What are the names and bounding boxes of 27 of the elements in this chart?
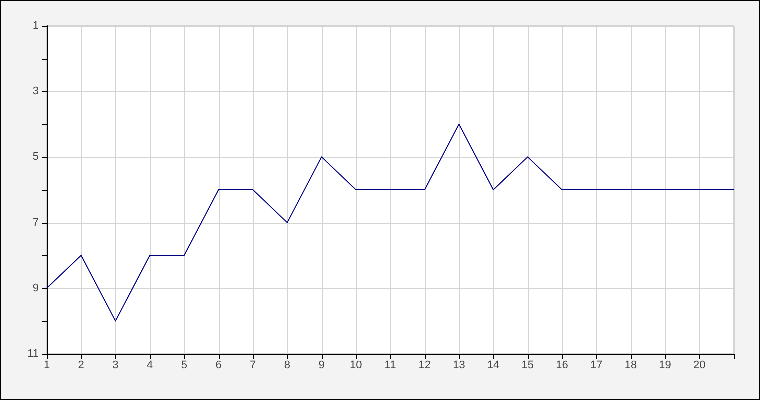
x-tick-label: 13 — [453, 360, 466, 372]
x-tick-label: 5 — [181, 360, 188, 372]
x-tick-label: 1 — [44, 360, 50, 372]
x-tick-label: 14 — [487, 360, 500, 372]
x-tick-label: 15 — [522, 360, 534, 372]
x-tick-label: 2 — [78, 360, 84, 372]
x-tick-label: 9 — [318, 360, 325, 372]
x-tick-label: 12 — [418, 360, 431, 372]
x-tick-label: 4 — [146, 360, 154, 372]
x-tick-label: 3 — [112, 360, 119, 372]
y-tick-label: 3 — [32, 86, 39, 98]
y-tick-label: 5 — [32, 151, 39, 164]
x-tick-label: 6 — [216, 360, 222, 372]
y-tick-label: 9 — [32, 282, 39, 294]
x-tick-label: 11 — [384, 360, 396, 372]
line-series — [46, 124, 734, 322]
x-tick-label: 20 — [694, 360, 706, 372]
y-tick-label: 11 — [28, 348, 39, 360]
x-tick-label: 7 — [250, 360, 256, 372]
x-tick-label: 10 — [350, 360, 362, 372]
y-tick-label: 7 — [32, 216, 39, 229]
x-tick-label: 18 — [624, 360, 638, 372]
x-tick-label: 19 — [659, 360, 672, 372]
y-tick-label: 1 — [32, 20, 39, 32]
x-tick-label: 16 — [556, 360, 568, 372]
x-tick-label: 8 — [284, 360, 291, 372]
x-tick-label: 17 — [590, 360, 603, 372]
